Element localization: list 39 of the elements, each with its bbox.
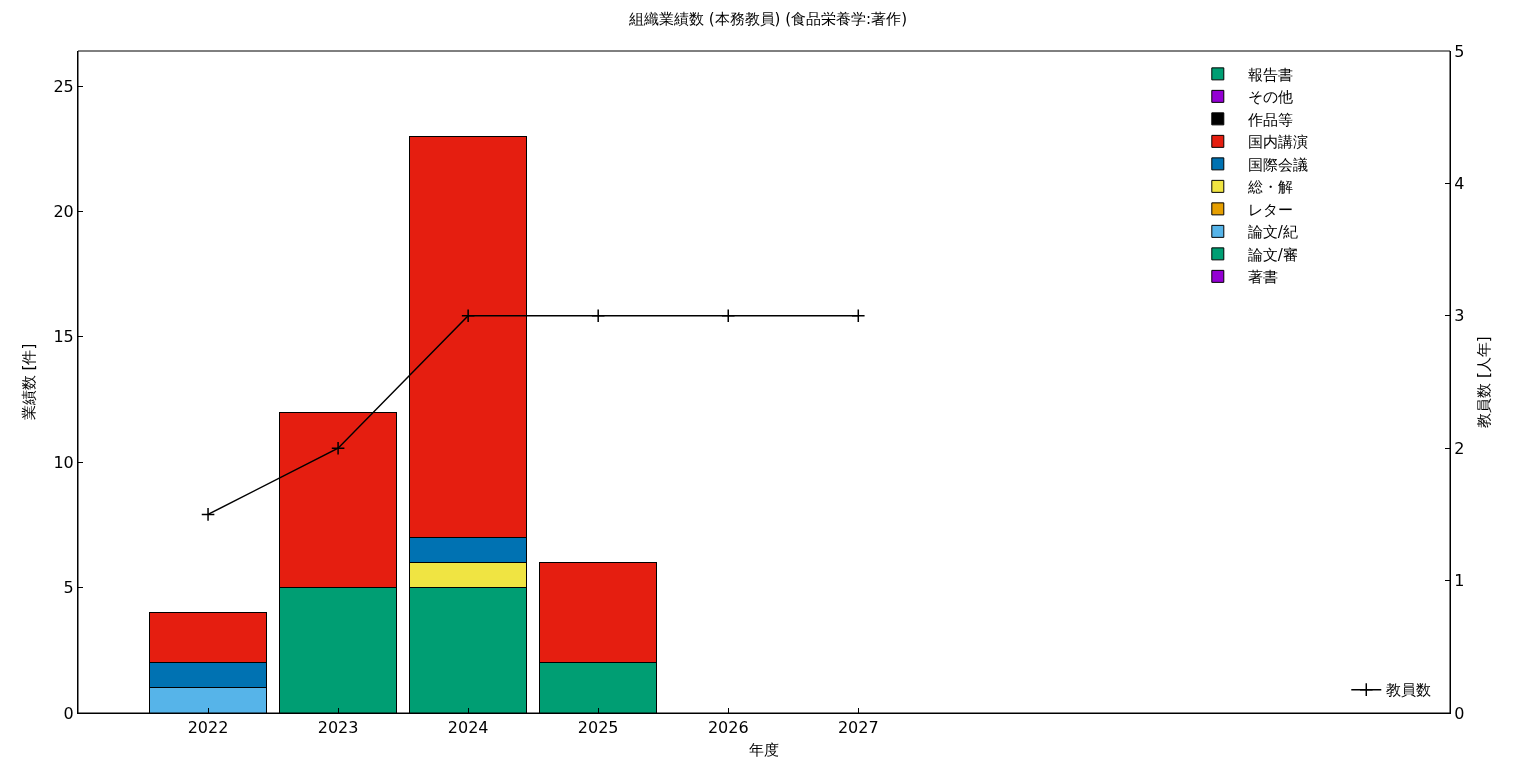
y2-axis-title: 教員数 [人年]	[1475, 336, 1494, 428]
legend-label: 国際会議	[1247, 155, 1308, 174]
legend-label: 教員数	[1386, 681, 1432, 700]
y-tick-label: 25	[53, 76, 74, 96]
y-tick-label: 10	[53, 452, 74, 472]
y2-tick-label: 4	[1454, 174, 1465, 193]
x-tick-label: 2024	[447, 718, 489, 738]
x-tick-label: 2025	[577, 718, 619, 738]
legend-label: 論文/審	[1247, 245, 1298, 264]
y2-tick-label: 2	[1454, 438, 1465, 458]
y-tick-label: 20	[53, 202, 74, 222]
y-tick-label: 5	[63, 578, 74, 598]
point	[851, 308, 866, 323]
legend-label: 総・解	[1246, 178, 1293, 197]
y2-tick-label: 1	[1454, 571, 1465, 591]
y2-tick-label: 5	[1454, 41, 1465, 61]
chart-title: 組織業績数 (本務教員) (食品栄養学:著作)	[628, 10, 907, 29]
x-tick-label: 2026	[707, 718, 749, 738]
x-tick-label: 2022	[187, 718, 229, 738]
point	[461, 308, 476, 323]
point	[591, 308, 606, 323]
x-tick-label: 2023	[317, 718, 359, 738]
legend-label: 国内講演	[1247, 133, 1308, 152]
y2-tick-label: 0	[1454, 703, 1465, 723]
y-tick-label: 0	[63, 703, 74, 723]
point	[201, 507, 216, 522]
legend-label: 作品等	[1246, 110, 1293, 129]
legend-label: レター	[1247, 200, 1293, 219]
point	[721, 308, 736, 323]
point	[331, 441, 346, 456]
y-axis-title: 業績数 [件]	[19, 343, 38, 421]
y-tick-label: 15	[53, 327, 74, 347]
x-axis-title: 年度	[749, 741, 779, 760]
legend-label: 著書	[1247, 268, 1278, 287]
legend-label: 論文/紀	[1247, 223, 1298, 242]
y2-tick-label: 3	[1454, 306, 1465, 326]
x-tick-label: 2027	[837, 718, 879, 738]
legend-label: その他	[1247, 88, 1293, 107]
legend-label: 報告書	[1247, 65, 1293, 84]
